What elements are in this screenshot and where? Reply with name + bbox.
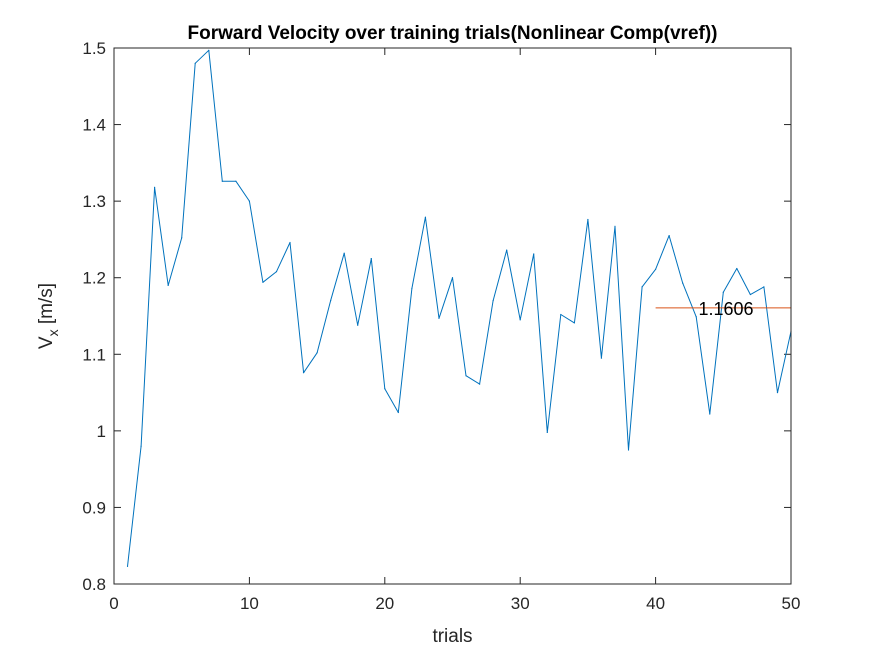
data-point: [370, 257, 372, 260]
data-point: [167, 284, 169, 286]
chart-title: Forward Velocity over training trials(No…: [188, 23, 718, 44]
data-point: [343, 252, 345, 254]
data-point: [546, 431, 548, 433]
x-tick-label: 40: [646, 594, 665, 613]
reference-line-group: 1.1606: [655, 299, 791, 319]
data-point: [384, 388, 386, 390]
y-axis-label: Vx [m/s]: [36, 283, 61, 349]
data-point: [736, 267, 738, 270]
y-tick-label: 0.9: [82, 498, 106, 517]
data-point: [465, 375, 467, 377]
data-point: [722, 291, 724, 293]
data-point: [709, 413, 711, 415]
data-point: [424, 216, 427, 218]
series-group: [126, 49, 792, 567]
y-axis-label-main: V: [36, 336, 57, 349]
data-point: [506, 249, 508, 251]
data-point: [357, 324, 359, 326]
data-point: [573, 322, 575, 324]
data-point: [235, 180, 237, 182]
data-point: [668, 235, 670, 237]
data-point: [181, 237, 183, 239]
axes-box: [113, 47, 792, 585]
x-tick-label: 50: [782, 594, 801, 613]
data-point: [478, 383, 481, 385]
x-tick-label: 30: [511, 594, 530, 613]
data-point: [533, 253, 535, 255]
data-point: [140, 445, 142, 447]
data-point: [519, 319, 521, 321]
data-point: [208, 49, 210, 51]
data-point: [492, 300, 494, 302]
data-point: [695, 316, 697, 318]
x-tick-label: 0: [109, 594, 118, 613]
y-tick-label: 0.8: [82, 575, 106, 594]
data-point: [126, 565, 129, 567]
y-axis-label-subscript: x: [45, 329, 61, 336]
data-point: [302, 372, 305, 374]
data-point: [275, 270, 278, 273]
x-tick-label: 10: [240, 594, 259, 613]
data-point: [411, 287, 413, 290]
data-point: [614, 225, 616, 228]
data-point: [194, 62, 196, 64]
y-tick-label: 1.5: [82, 39, 106, 58]
data-point: [763, 286, 765, 288]
y-tick-label: 1.3: [82, 192, 106, 211]
data-point: [776, 391, 779, 394]
series-line: [127, 49, 792, 567]
x-axis-ticks: 0 10 20 30 40 50: [109, 48, 800, 613]
data-point: [221, 180, 223, 182]
data-point: [749, 293, 751, 296]
data-point: [262, 281, 264, 283]
data-point: [587, 218, 589, 221]
y-tick-label: 1.4: [82, 116, 106, 135]
data-point: [289, 241, 291, 244]
data-point: [627, 449, 630, 451]
reference-line-label: 1.1606: [698, 299, 753, 319]
data-point: [682, 282, 684, 284]
data-point: [451, 277, 454, 279]
data-point: [154, 186, 156, 188]
data-point: [560, 313, 562, 316]
y-axis-ticks: 0.8 0.9 1 1.1 1.2 1.3 1.4 1.5: [82, 39, 791, 594]
data-point: [655, 268, 657, 270]
data-point: [600, 357, 603, 359]
plot-area: [114, 48, 791, 584]
data-point: [641, 286, 643, 288]
y-tick-label: 1.1: [82, 345, 106, 364]
x-axis-label: trials: [432, 626, 472, 647]
data-point: [248, 200, 250, 202]
data-point: [316, 352, 318, 354]
data-point: [330, 300, 332, 302]
data-point: [438, 317, 440, 319]
y-tick-label: 1.2: [82, 269, 106, 288]
y-axis-label-unit: [m/s]: [36, 283, 57, 329]
data-point: [397, 411, 399, 414]
x-tick-label: 20: [375, 594, 394, 613]
y-tick-label: 1: [97, 422, 106, 441]
